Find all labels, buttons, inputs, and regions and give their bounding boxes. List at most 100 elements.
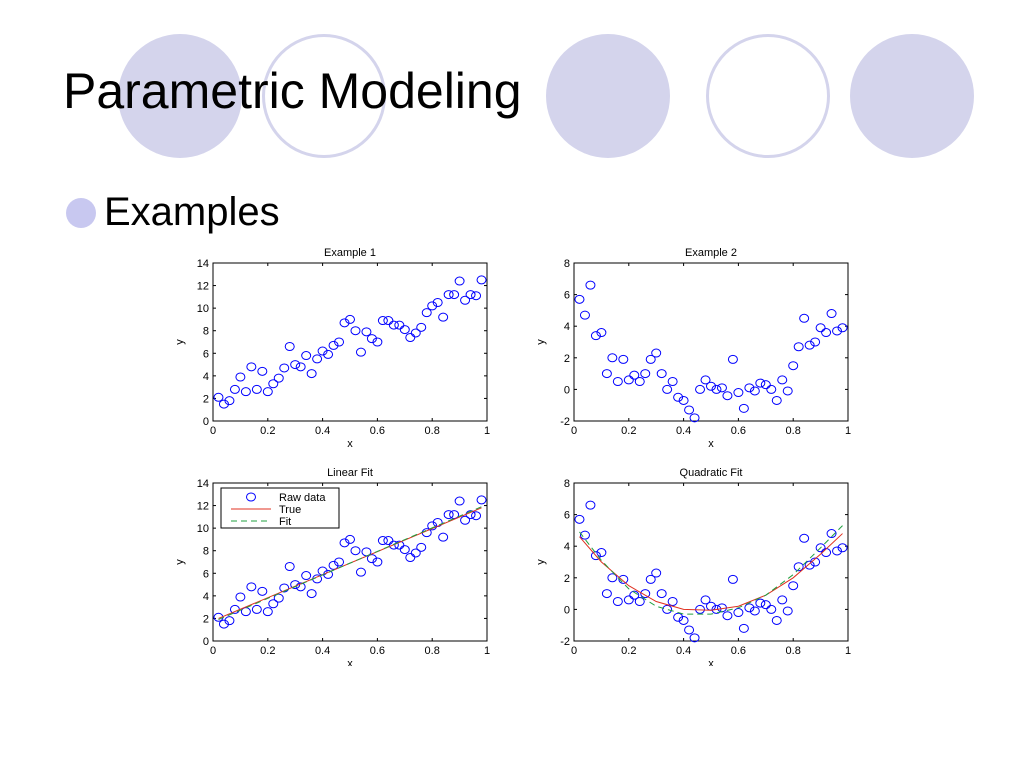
data-point: [449, 510, 460, 520]
data-point: [656, 369, 667, 379]
data-point: [749, 386, 760, 396]
data-point: [804, 340, 815, 350]
data-point: [585, 280, 596, 290]
data-point: [454, 276, 465, 286]
decor-circle-2: [546, 34, 670, 158]
slide-title: Parametric Modeling: [63, 63, 522, 119]
data-point: [454, 496, 465, 506]
data-point: [476, 495, 487, 505]
y-tick-label: -2: [560, 416, 570, 428]
data-point: [574, 514, 585, 524]
data-point: [366, 554, 377, 564]
data-point: [585, 500, 596, 510]
data-point: [218, 619, 229, 629]
series-line-true: [579, 533, 843, 611]
data-point: [755, 378, 766, 388]
data-point: [268, 379, 279, 389]
x-tick-label: 0.8: [786, 425, 801, 437]
y-tick-label: 6: [564, 290, 570, 302]
data-point: [826, 529, 837, 539]
data-point: [350, 326, 361, 336]
data-point: [579, 310, 590, 320]
data-point: [465, 290, 476, 300]
data-point: [377, 316, 388, 326]
data-point: [427, 521, 438, 531]
data-point: [590, 551, 601, 561]
data-point: [667, 377, 678, 386]
y-tick-label: 10: [197, 303, 209, 315]
chart-title: Linear Fit: [327, 467, 373, 479]
x-tick-label: 0: [571, 645, 577, 657]
x-tick-label: 0.6: [370, 645, 385, 657]
data-point: [229, 384, 240, 394]
data-point: [760, 600, 771, 610]
y-tick-label: 0: [203, 636, 209, 648]
y-tick-label: 0: [564, 384, 570, 396]
data-point: [290, 360, 301, 370]
data-point: [449, 290, 460, 300]
x-tick-label: 0.2: [621, 645, 636, 657]
y-tick-label: 6: [203, 348, 209, 360]
bullet-dot-icon: [66, 197, 96, 228]
data-point: [629, 370, 640, 380]
data-point: [755, 598, 766, 608]
data-point: [596, 548, 607, 558]
data-point: [771, 395, 782, 405]
data-point: [766, 604, 777, 614]
x-tick-label: 0.4: [315, 645, 330, 657]
data-point: [306, 589, 317, 599]
data-point: [257, 366, 268, 376]
data-point: [388, 540, 399, 550]
legend-label: True: [279, 504, 301, 516]
data-point: [224, 616, 235, 626]
data-point: [689, 633, 700, 643]
data-point: [651, 348, 662, 358]
data-point: [793, 342, 804, 352]
data-point: [618, 354, 629, 364]
data-point: [405, 332, 416, 342]
data-point: [788, 581, 799, 591]
y-tick-label: 12: [197, 501, 209, 513]
x-axis-label: x: [347, 658, 353, 666]
decor-ring-2: [706, 34, 830, 158]
data-point: [383, 536, 394, 546]
chart-title: Example 2: [685, 247, 737, 259]
decor-circle-1: [118, 34, 242, 158]
data-point: [246, 582, 257, 592]
data-point: [394, 540, 405, 550]
plot-frame: [212, 482, 488, 642]
x-tick-label: 0.4: [676, 425, 691, 437]
data-point: [799, 533, 810, 543]
data-point: [706, 381, 716, 391]
bullet-text: Examples: [104, 190, 280, 234]
data-point: [766, 384, 777, 394]
data-point: [339, 538, 350, 548]
data-point: [744, 603, 755, 613]
data-point: [366, 334, 377, 344]
data-point: [760, 380, 771, 390]
data-point: [815, 323, 826, 333]
data-point: [273, 373, 284, 383]
y-tick-label: 2: [203, 613, 209, 625]
data-point: [317, 346, 328, 356]
data-point: [733, 608, 744, 618]
data-point: [355, 567, 366, 577]
data-point: [738, 623, 749, 633]
series-line-fit: [579, 525, 843, 615]
data-point: [618, 574, 629, 584]
y-axis-label: y: [174, 339, 186, 345]
data-point: [579, 530, 590, 540]
y-tick-label: 8: [564, 478, 570, 490]
data-point: [262, 607, 273, 617]
data-point: [684, 405, 695, 415]
plot-frame: [212, 262, 488, 422]
data-point: [673, 612, 684, 622]
data-point: [656, 589, 667, 599]
data-point: [345, 534, 355, 544]
x-tick-label: 0.8: [425, 425, 440, 437]
data-point: [295, 582, 306, 592]
data-point: [399, 325, 410, 335]
data-point: [640, 589, 651, 599]
data-point: [782, 606, 793, 616]
